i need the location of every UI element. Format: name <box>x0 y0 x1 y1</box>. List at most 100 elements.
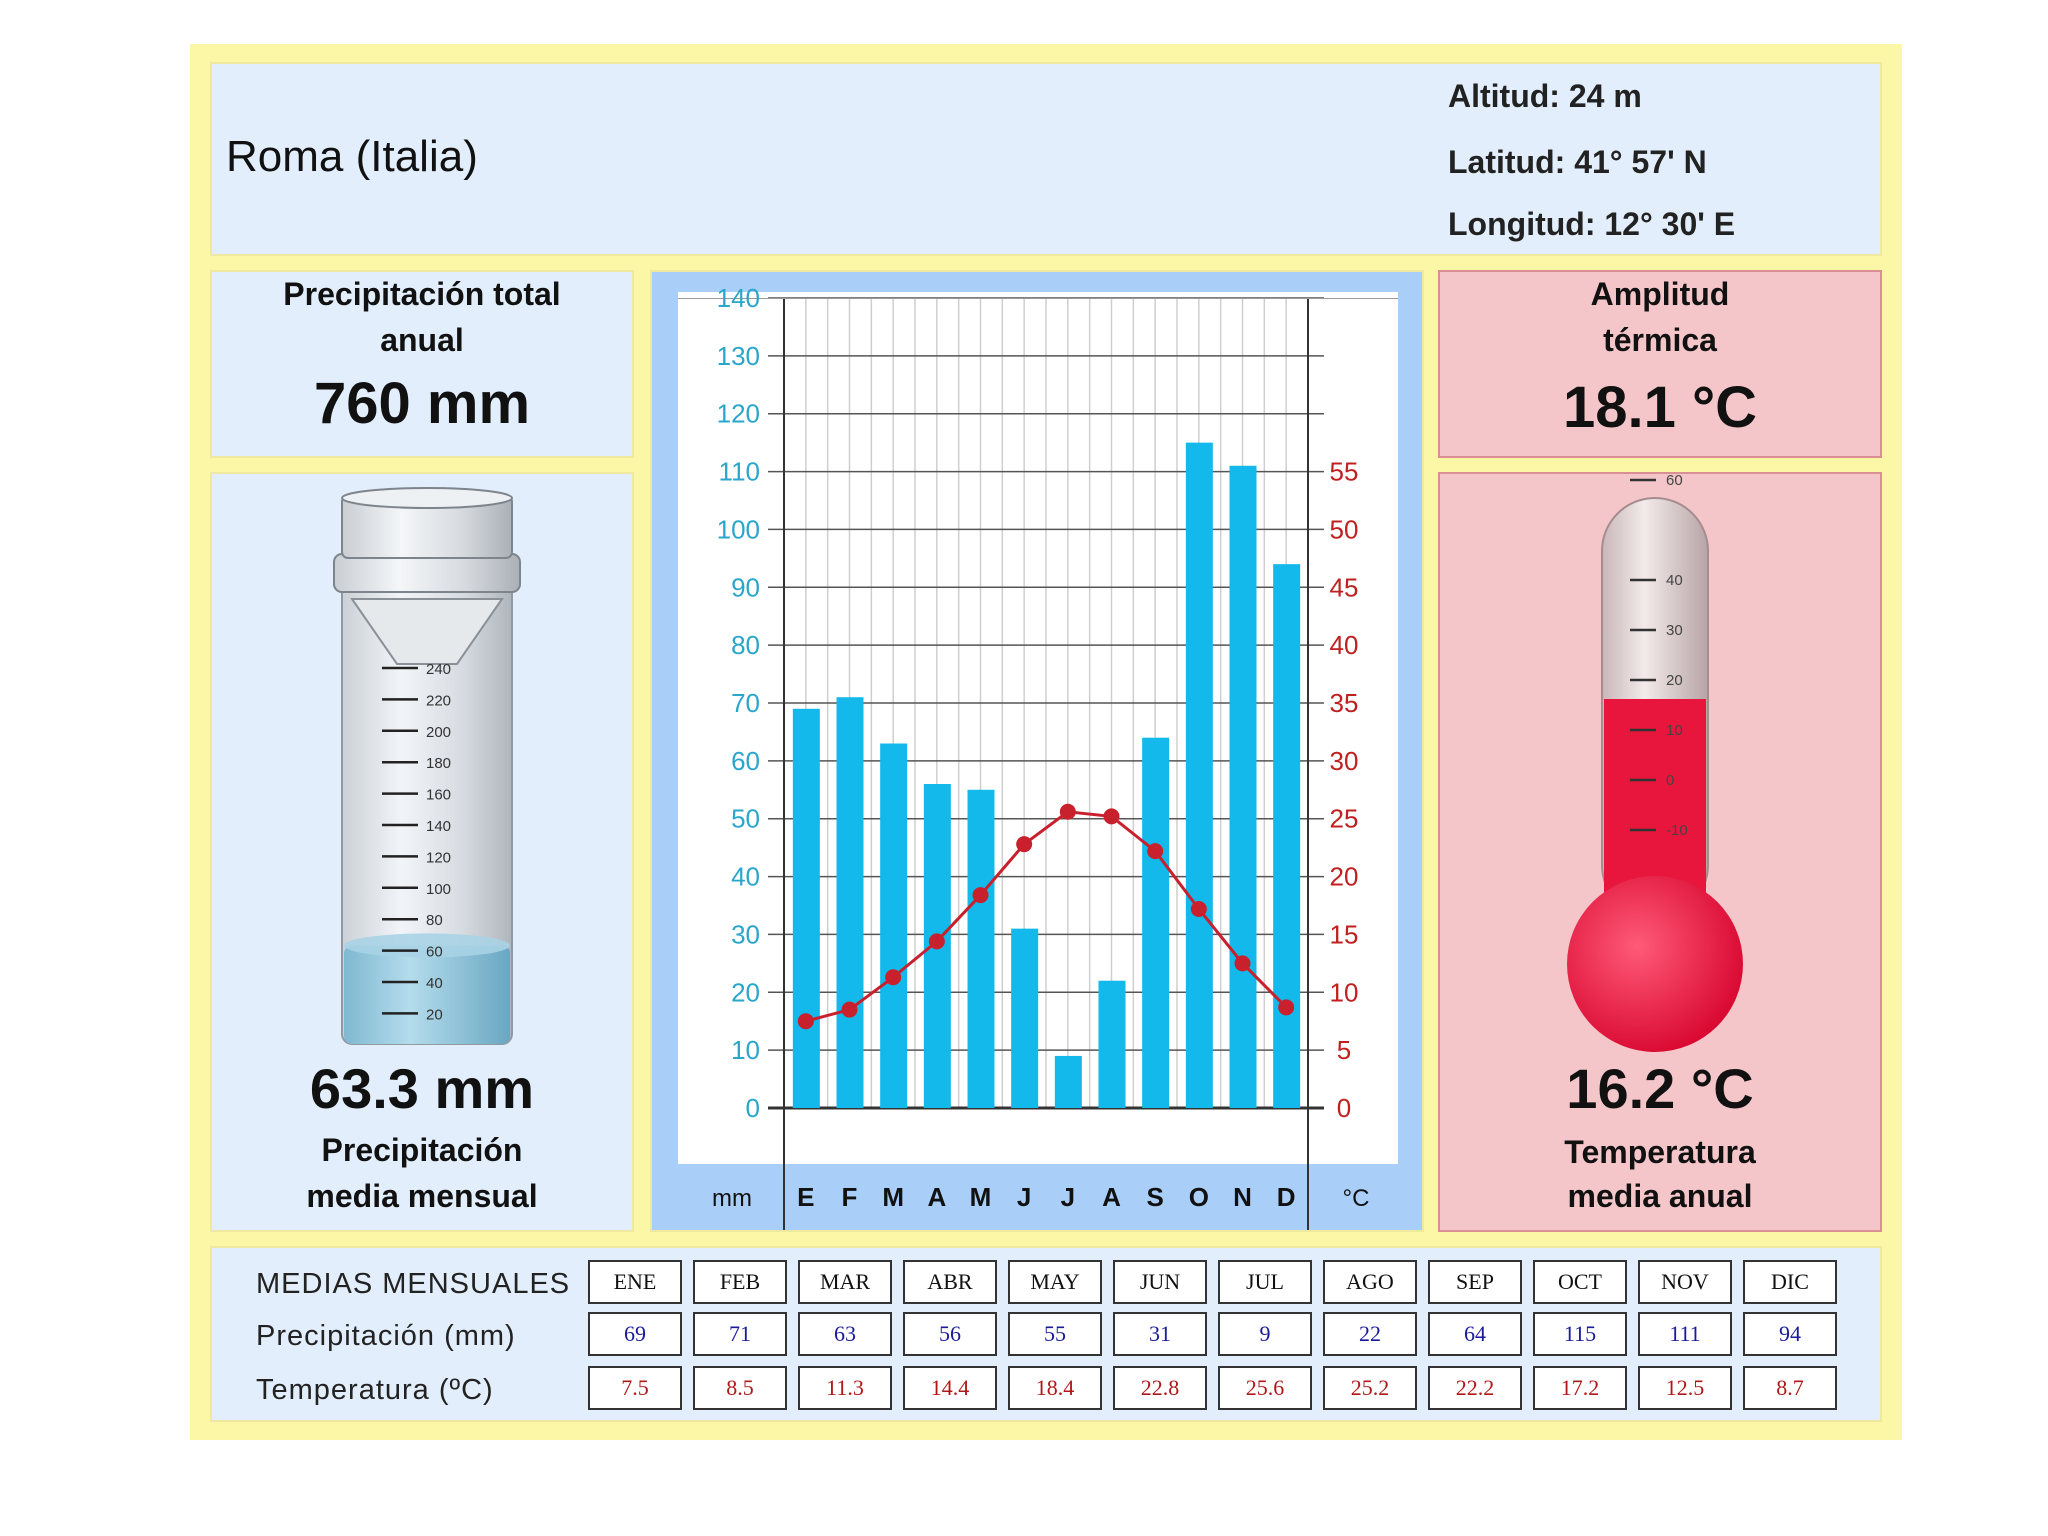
precip-bar <box>836 697 864 1108</box>
gauge-tick-label: 240 <box>426 661 451 678</box>
month-label: F <box>842 1182 858 1212</box>
mm-tick-label: 70 <box>731 688 760 718</box>
precip-cell: 69 <box>588 1312 682 1356</box>
temp-point <box>1147 843 1164 860</box>
amplitude-label-2: térmica <box>1603 322 1717 358</box>
c-tick-label: 55 <box>1330 457 1359 487</box>
gauge-tick-label: 140 <box>426 818 451 835</box>
precip-cell: 63 <box>798 1312 892 1356</box>
precip-cell: 55 <box>1008 1312 1102 1356</box>
latitude: Latitud: 41° 57' N <box>1448 144 1707 180</box>
precip-bar <box>1054 1055 1082 1108</box>
temp-point <box>797 1013 814 1030</box>
month-header-cell: AGO <box>1323 1260 1417 1304</box>
month-label: O <box>1189 1182 1209 1212</box>
gauge-tick-label: 60 <box>426 944 443 961</box>
amplitude-value: 18.1 °C <box>1562 375 1758 440</box>
precip-cell: 94 <box>1743 1312 1837 1356</box>
month-label: M <box>970 1182 992 1212</box>
thermo-tick-label: 10 <box>1666 722 1683 739</box>
precip-cell: 71 <box>693 1312 787 1356</box>
c-tick-label: 45 <box>1330 572 1359 602</box>
mm-tick-label: 10 <box>731 1035 760 1065</box>
precip-cell: 115 <box>1533 1312 1627 1356</box>
longitude: Longitud: 12° 30' E <box>1448 206 1736 242</box>
temp-cell: 25.6 <box>1218 1366 1312 1410</box>
gauge-tick-label: 100 <box>426 881 451 898</box>
month-header-cell: MAY <box>1008 1260 1102 1304</box>
gauge-tick-label: 200 <box>426 724 451 741</box>
precip-cell: 9 <box>1218 1312 1312 1356</box>
temp-cell: 14.4 <box>903 1366 997 1410</box>
month-label: M <box>882 1182 904 1212</box>
altitude: Altitud: 24 m <box>1448 78 1642 114</box>
mm-tick-label: 130 <box>717 341 760 371</box>
month-label: J <box>1017 1182 1031 1212</box>
precip-bar <box>1098 980 1126 1108</box>
precip-bar <box>967 789 995 1108</box>
thermo-tick-label: 60 <box>1666 474 1683 489</box>
gauge-tick-label: 120 <box>426 849 451 866</box>
thermo-tick-label: -10 <box>1666 822 1688 839</box>
month-header-cell: SEP <box>1428 1260 1522 1304</box>
precip-mean-label: Precipitación <box>321 1132 523 1168</box>
precip-total-panel: Precipitación total anual 760 mm <box>210 270 634 458</box>
precip-mean-label-2: media mensual <box>306 1178 538 1214</box>
month-label: A <box>927 1182 946 1212</box>
temp-point <box>841 1001 858 1018</box>
thermo-tick-label: 20 <box>1666 672 1683 689</box>
station-name: Roma (Italia) <box>226 132 478 181</box>
c-tick-label: 30 <box>1330 746 1359 776</box>
month-label: A <box>1102 1182 1121 1212</box>
month-label: E <box>797 1182 814 1212</box>
month-header-cell: MAR <box>798 1260 892 1304</box>
station-header: Roma (Italia) Altitud: 24 m Latitud: 41°… <box>210 62 1882 256</box>
c-tick-label: 50 <box>1330 514 1359 544</box>
temp-cell: 25.2 <box>1323 1366 1417 1410</box>
monthly-table: MEDIAS MENSUALES Precipitación (mm) Temp… <box>210 1246 1882 1422</box>
plot-top-edge <box>678 298 1398 299</box>
mm-tick-label: 110 <box>719 457 760 487</box>
precip-bar <box>1011 928 1039 1108</box>
c-unit-label: °C <box>1343 1185 1370 1212</box>
month-header-cell: OCT <box>1533 1260 1627 1304</box>
thermo-tick-label: 30 <box>1666 622 1683 639</box>
precip-bar <box>1185 442 1213 1109</box>
temp-row-label: Temperatura (ºC) <box>256 1374 494 1406</box>
month-header-cell: ABR <box>903 1260 997 1304</box>
temp-mean-label: Temperatura <box>1564 1134 1756 1170</box>
gauge-tick-label: 160 <box>426 787 451 804</box>
month-header-cell: JUL <box>1218 1260 1312 1304</box>
c-tick-label: 5 <box>1337 1035 1351 1065</box>
amplitude-label: Amplitud <box>1590 276 1730 312</box>
precip-total-value: 760 mm <box>313 371 531 436</box>
rain-gauge-icon: 240 220 200 180 160 140 120 100 80 60 40 20 <box>333 487 521 1045</box>
mm-tick-label: 50 <box>731 804 760 834</box>
precip-cell: 56 <box>903 1312 997 1356</box>
temp-cell: 8.5 <box>693 1366 787 1410</box>
precip-cell: 64 <box>1428 1312 1522 1356</box>
precip-row-label: Precipitación (mm) <box>256 1320 516 1352</box>
precip-total-label: Precipitación total <box>283 276 561 312</box>
c-tick-label: 10 <box>1330 977 1359 1007</box>
temp-point <box>1103 808 1120 825</box>
temp-cell: 12.5 <box>1638 1366 1732 1410</box>
amplitude-panel: Amplitud térmica 18.1 °C <box>1438 270 1882 458</box>
temp-cell: 7.5 <box>588 1366 682 1410</box>
precip-bar <box>1273 564 1301 1108</box>
temp-cell: 11.3 <box>798 1366 892 1410</box>
precip-total-label-2: anual <box>380 322 464 358</box>
precip-bar <box>880 743 908 1108</box>
temp-cell: 8.7 <box>1743 1366 1837 1410</box>
precip-bar <box>1142 737 1170 1108</box>
temp-point <box>1016 836 1033 853</box>
mm-tick-label: 100 <box>717 514 760 544</box>
precip-cell: 22 <box>1323 1312 1417 1356</box>
thermometer-icon: 60 40 30 20 10 0 -10 <box>1567 474 1743 1052</box>
gauge-tick-label: 20 <box>426 1006 443 1023</box>
c-tick-label: 0 <box>1337 1093 1351 1123</box>
climogram-svg: 0 10 20 30 40 50 60 70 80 90 100 110 120 130 140 0 5 10 15… <box>678 283 1398 1230</box>
month-label: N <box>1233 1182 1252 1212</box>
gauge-tick-label: 180 <box>426 755 451 772</box>
month-header-cell: ENE <box>588 1260 682 1304</box>
